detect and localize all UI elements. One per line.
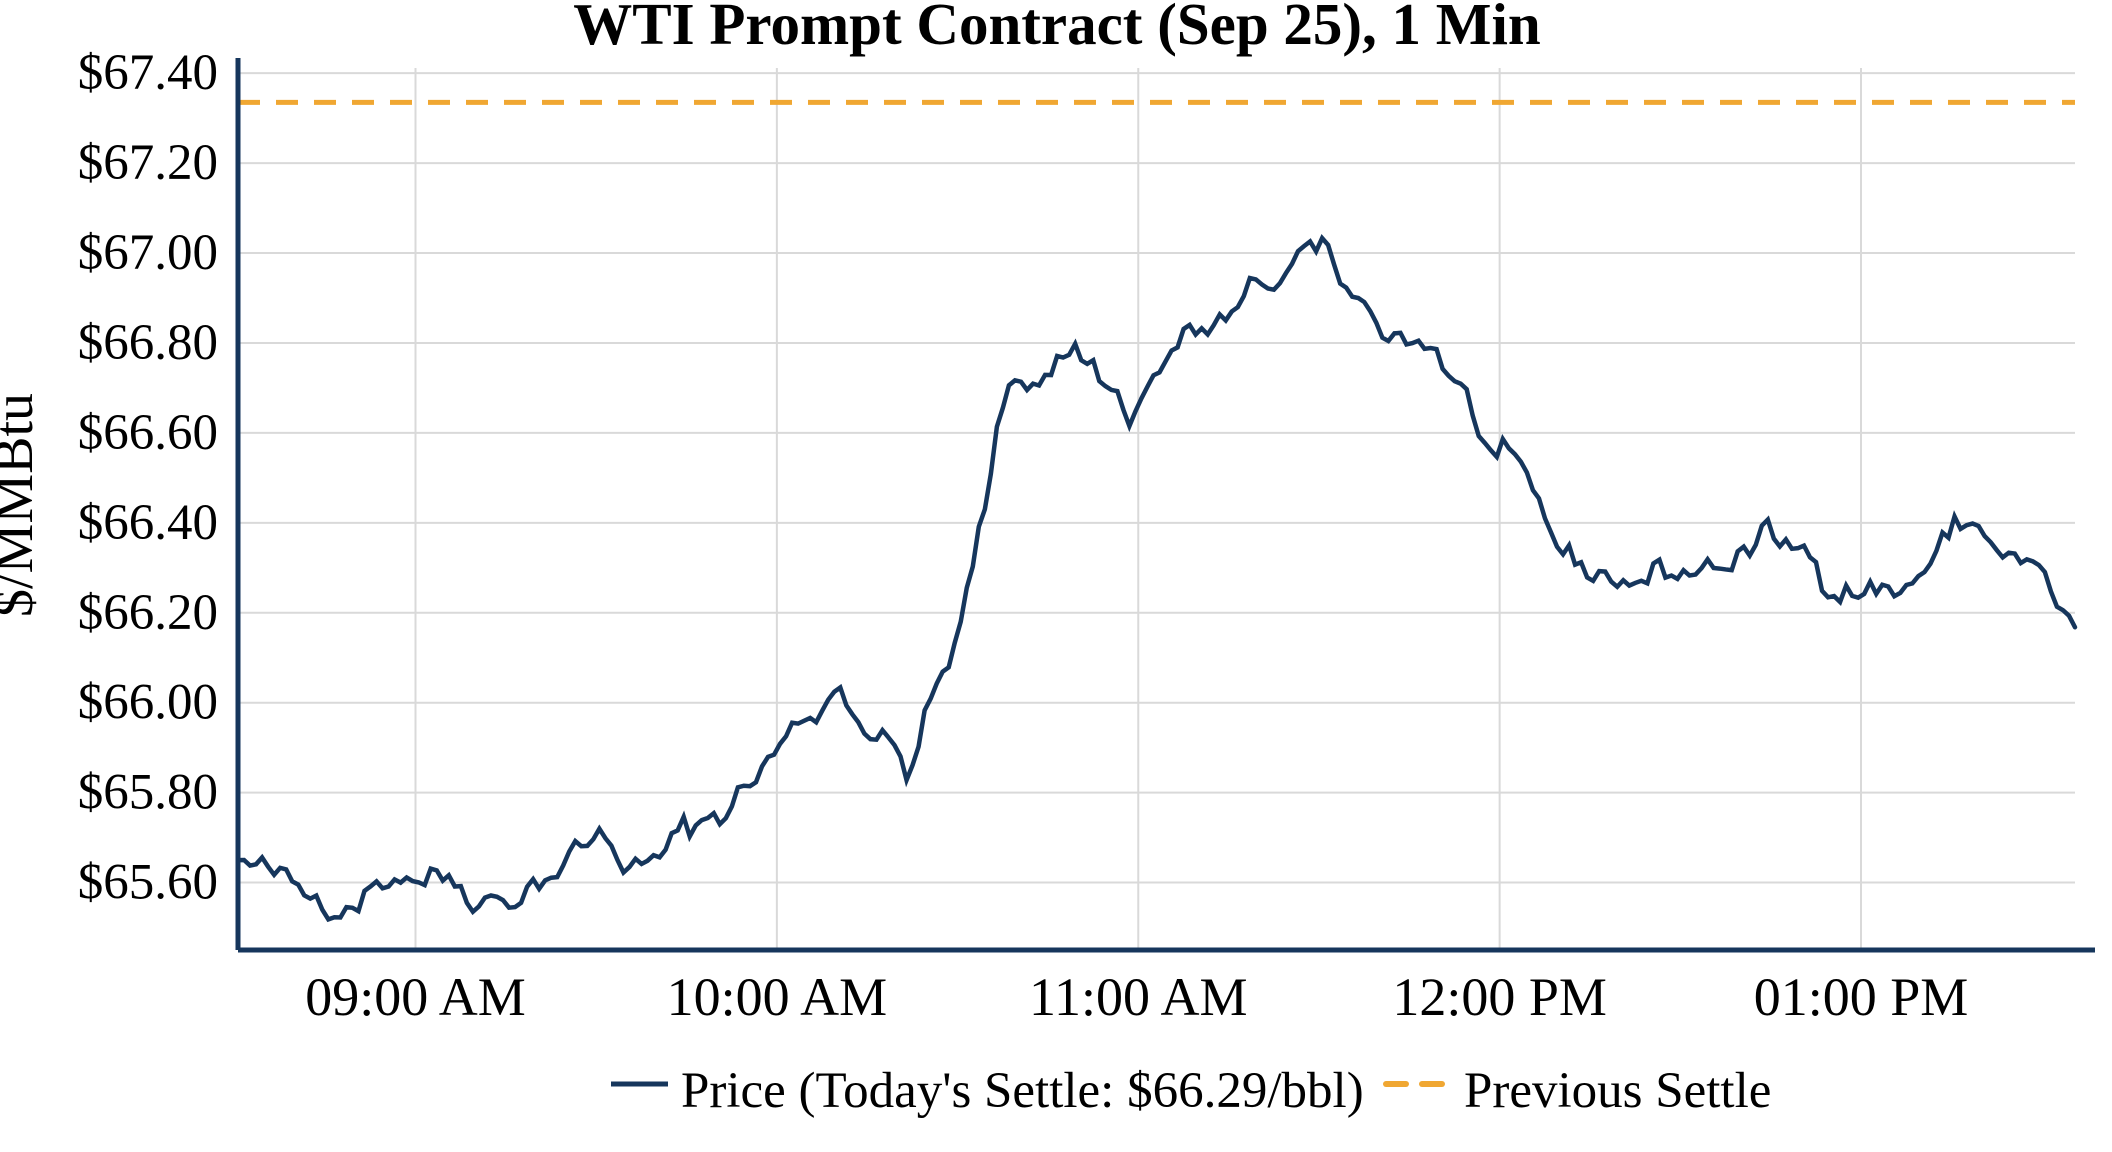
svg-text:$65.80: $65.80 <box>78 765 218 821</box>
svg-text:$65.60: $65.60 <box>78 855 218 911</box>
svg-text:Previous Settle: Previous Settle <box>1464 1063 1771 1119</box>
svg-text:$67.40: $67.40 <box>78 45 218 101</box>
svg-text:$66.40: $66.40 <box>78 495 218 551</box>
svg-text:10:00 AM: 10:00 AM <box>667 967 888 1027</box>
svg-text:01:00 PM: 01:00 PM <box>1754 967 1969 1027</box>
svg-text:$67.00: $67.00 <box>78 225 218 281</box>
svg-text:09:00 AM: 09:00 AM <box>305 967 526 1027</box>
svg-text:$66.80: $66.80 <box>78 315 218 371</box>
svg-text:$/MMBtu: $/MMBtu <box>0 393 45 617</box>
svg-text:$67.20: $67.20 <box>78 135 218 191</box>
svg-text:$66.00: $66.00 <box>78 675 218 731</box>
svg-text:$66.20: $66.20 <box>78 585 218 641</box>
svg-text:11:00 AM: 11:00 AM <box>1029 967 1248 1027</box>
svg-text:WTI Prompt Contract (Sep 25),: WTI Prompt Contract (Sep 25), 1 Min <box>573 0 1540 57</box>
svg-text:Price (Today's Settle: $66.29/: Price (Today's Settle: $66.29/bbl) <box>681 1063 1364 1119</box>
svg-text:$66.60: $66.60 <box>78 405 218 461</box>
svg-text:12:00 PM: 12:00 PM <box>1392 967 1607 1027</box>
